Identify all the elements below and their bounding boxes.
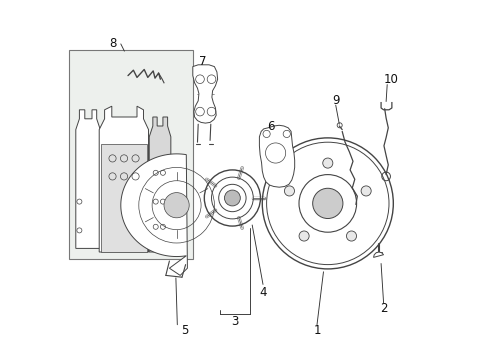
Text: 7: 7 <box>199 55 206 68</box>
Circle shape <box>346 231 357 241</box>
Circle shape <box>299 231 309 241</box>
Text: 3: 3 <box>231 315 239 328</box>
Polygon shape <box>121 154 187 275</box>
Polygon shape <box>76 110 100 248</box>
Polygon shape <box>99 106 148 252</box>
Text: 2: 2 <box>380 302 388 315</box>
Text: 5: 5 <box>181 324 188 337</box>
Text: 1: 1 <box>313 324 321 337</box>
Polygon shape <box>101 144 147 252</box>
Polygon shape <box>373 252 384 257</box>
Circle shape <box>224 190 240 206</box>
Polygon shape <box>193 65 218 123</box>
Polygon shape <box>149 117 171 252</box>
Circle shape <box>284 186 294 196</box>
Circle shape <box>164 193 189 218</box>
Text: 9: 9 <box>332 94 340 107</box>
Circle shape <box>313 188 343 219</box>
Text: 6: 6 <box>267 120 275 133</box>
Text: 8: 8 <box>109 37 117 50</box>
Circle shape <box>361 186 371 196</box>
Text: 4: 4 <box>259 286 267 299</box>
Text: 10: 10 <box>383 73 398 86</box>
Circle shape <box>323 158 333 168</box>
Polygon shape <box>259 125 294 187</box>
Bar <box>69 50 193 259</box>
